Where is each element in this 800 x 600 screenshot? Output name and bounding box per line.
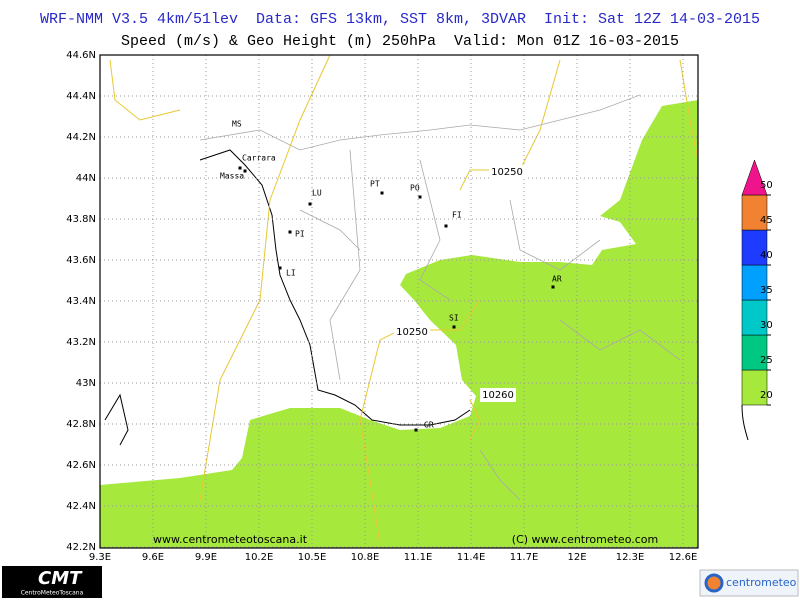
city-marker — [551, 285, 555, 289]
lon-tick-label: 10.5E — [298, 552, 327, 563]
colorbar-segment — [741, 194, 768, 231]
city-label: Massa — [220, 172, 244, 181]
lat-tick-label: 42.6N — [66, 460, 96, 471]
lat-tick-label: 44N — [76, 173, 96, 184]
lat-tick-label: 42.8N — [66, 419, 96, 430]
lat-tick-label: 44.6N — [66, 50, 96, 61]
colorbar-segment — [741, 229, 768, 266]
map-frame — [99, 54, 699, 549]
city-label: Carrara — [242, 154, 276, 163]
lon-tick-label: 11.4E — [457, 552, 486, 563]
city-label: FI — [452, 211, 462, 220]
lat-tick-label: 42.4N — [66, 501, 96, 512]
title: WRF-NMM V3.5 4km/51lev Data: GFS 13km, S… — [40, 11, 760, 28]
city-marker — [238, 166, 242, 170]
colorbar-segment — [741, 264, 768, 301]
colorbar-tick-label: 45 — [760, 215, 773, 226]
subtitle: Speed (m/s) & Geo Height (m) 250hPa Vali… — [121, 33, 679, 50]
credit: (C) www.centrometeo.com — [512, 533, 658, 546]
city-marker — [414, 428, 418, 432]
city-marker — [308, 202, 312, 206]
lon-tick-label: 12.3E — [616, 552, 645, 563]
city-marker — [278, 266, 282, 270]
contour-label-box — [489, 165, 525, 179]
height-contours — [109, 54, 699, 546]
logo-background — [2, 566, 102, 598]
colorbar-tick-label: 50 — [760, 180, 773, 191]
city-label: PI — [295, 230, 305, 239]
contour-label: 10250 — [491, 167, 523, 178]
lon-tick-label: 9.9E — [195, 552, 217, 563]
colorbar-tick-label: 35 — [760, 285, 773, 296]
colorbar-tick-label: 25 — [760, 355, 773, 366]
city-label: GR — [424, 421, 434, 430]
logo-icon — [704, 573, 724, 593]
city-label: PO — [410, 184, 420, 193]
logo-text: centrometeo — [726, 576, 797, 589]
city-label: LU — [312, 189, 322, 198]
colorbar-segment — [741, 299, 768, 336]
lat-tick-label: 44.2N — [66, 132, 96, 143]
city-label: PT — [370, 180, 380, 189]
city-label: AR — [552, 275, 562, 284]
colorbar-tail — [741, 404, 749, 441]
wind-area — [100, 100, 698, 548]
city-marker — [418, 195, 422, 199]
map-area — [99, 54, 699, 549]
colorbar-tick-label: 30 — [760, 320, 773, 331]
colorbar-tick-label: 20 — [760, 390, 773, 401]
logo-text: CMT — [38, 568, 83, 589]
lat-tick-label: 43.6N — [66, 255, 96, 266]
logo-right: centrometeo — [699, 569, 799, 597]
city-marker — [380, 191, 384, 195]
city-label: MS — [232, 120, 242, 129]
lon-tick-label: 9.3E — [89, 552, 111, 563]
credit: www.centrometeotoscana.it — [153, 533, 308, 546]
lon-tick-label: 12.6E — [669, 552, 698, 563]
colorbar-segment — [741, 369, 768, 406]
colorbar-tick-label: 40 — [760, 250, 773, 261]
lon-tick-label: 12E — [567, 552, 586, 563]
city-marker — [288, 230, 292, 234]
colorbar-segment — [741, 334, 768, 371]
contour-label: 10250 — [396, 327, 428, 338]
lon-tick-label: 9.6E — [142, 552, 164, 563]
city-label: SI — [449, 314, 459, 323]
city-marker — [243, 169, 247, 173]
logo-left: CMT CentroMeteoToscana — [2, 566, 102, 598]
lat-tick-label: 43N — [76, 378, 96, 389]
colorbar-overflow — [741, 159, 768, 196]
lat-tick-label: 43.8N — [66, 214, 96, 225]
logo-subtext: CentroMeteoToscana — [21, 590, 84, 597]
lat-tick-label: 42.2N — [66, 542, 96, 553]
contour-label: 10260 — [482, 390, 514, 401]
city-label: LI — [286, 269, 296, 278]
lat-tick-label: 43.4N — [66, 296, 96, 307]
city-marker — [452, 325, 456, 329]
lat-tick-label: 43.2N — [66, 337, 96, 348]
lon-tick-label: 11.7E — [510, 552, 539, 563]
lon-tick-label: 11.1E — [404, 552, 433, 563]
contour-label-box — [394, 325, 430, 339]
lon-tick-label: 10.2E — [245, 552, 274, 563]
lon-tick-label: 10.8E — [351, 552, 380, 563]
coastline — [104, 149, 471, 446]
city-marker — [444, 224, 448, 228]
contour-label-box — [480, 388, 516, 402]
lat-tick-label: 44.4N — [66, 91, 96, 102]
